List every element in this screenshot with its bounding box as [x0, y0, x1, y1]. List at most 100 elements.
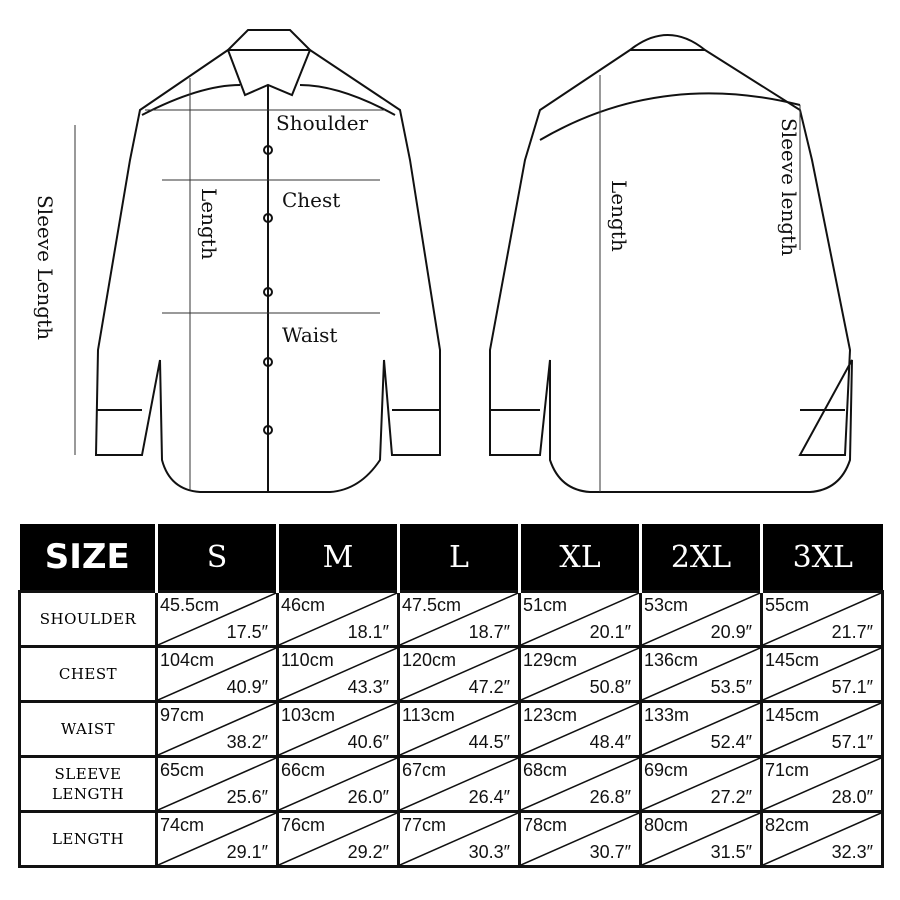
table-row: SLEEVE LENGTH 65cm 25.6″ 66cm 26.0″ 67cm… — [18, 755, 884, 813]
cm-value: 145cm — [765, 705, 820, 725]
measurement-cell: 145cm 57.1″ — [760, 645, 884, 703]
diagonal-divider — [521, 813, 639, 865]
inch-value: 25.6″ — [226, 787, 268, 807]
cm-value: 76cm — [281, 815, 326, 835]
diagonal-divider — [158, 703, 276, 755]
cm-value: 129cm — [523, 650, 578, 670]
size-l: L — [397, 524, 520, 592]
diagonal-divider — [521, 648, 639, 700]
measurement-cell: 67cm 26.4″ — [397, 755, 521, 813]
inch-value: 26.0″ — [347, 787, 389, 807]
inch-value: 30.3″ — [468, 842, 510, 862]
diagonal-divider — [642, 703, 760, 755]
table-row: WAIST 97cm 38.2″ 103cm 40.6″ 113cm 44.5″… — [18, 700, 884, 758]
diagonal-divider — [400, 648, 518, 700]
inch-value: 43.3″ — [347, 677, 389, 697]
cm-value: 97cm — [160, 705, 205, 725]
measurement-cell: 46cm 18.1″ — [276, 590, 400, 648]
diagonal-divider — [521, 593, 639, 645]
diagonal-divider — [279, 813, 397, 865]
diagonal-divider — [642, 648, 760, 700]
row-label: WAIST — [18, 700, 158, 758]
inch-value: 26.8″ — [589, 787, 631, 807]
cm-value: 123cm — [523, 705, 578, 725]
inch-value: 53.5″ — [710, 677, 752, 697]
diagonal-divider — [279, 758, 397, 810]
inch-value: 47.2″ — [468, 677, 510, 697]
inch-value: 48.4″ — [589, 732, 631, 752]
cm-value: 47.5cm — [402, 595, 462, 615]
measurement-cell: 66cm 26.0″ — [276, 755, 400, 813]
measurement-cell: 68cm 26.8″ — [518, 755, 642, 813]
row-label: CHEST — [18, 645, 158, 703]
size-s: S — [155, 524, 278, 592]
size-header: SIZE — [19, 524, 157, 592]
measurement-cell: 55cm 21.7″ — [760, 590, 884, 648]
shirt-diagram: Shoulder Chest Waist Length Sleeve Lengt… — [33, 29, 853, 493]
inch-value: 27.2″ — [710, 787, 752, 807]
cm-value: 77cm — [402, 815, 447, 835]
measurement-cell: 97cm 38.2″ — [155, 700, 279, 758]
measurement-cell: 76cm 29.2″ — [276, 810, 400, 868]
chest-label: Chest — [282, 188, 340, 212]
diagonal-divider — [642, 813, 760, 865]
cm-value: 69cm — [644, 760, 689, 780]
size-3xl: 3XL — [760, 524, 883, 592]
header-row: SIZE S M L XL 2XL 3XL — [19, 524, 883, 592]
measurement-cell: 80cm 31.5″ — [639, 810, 763, 868]
table-row: LENGTH 74cm 29.1″ 76cm 29.2″ 77cm 30.3″ … — [18, 810, 884, 868]
cm-value: 110cm — [281, 650, 334, 670]
measurement-cell: 120cm 47.2″ — [397, 645, 521, 703]
cm-value: 74cm — [160, 815, 205, 835]
cm-value: 145cm — [765, 650, 820, 670]
diagonal-divider — [400, 813, 518, 865]
cm-value: 51cm — [523, 595, 568, 615]
inch-value: 31.5″ — [710, 842, 752, 862]
diagonal-divider — [763, 703, 881, 755]
back-shirt-illustration — [489, 34, 853, 493]
cm-value: 104cm — [160, 650, 215, 670]
inch-value: 26.4″ — [468, 787, 510, 807]
inch-value: 40.6″ — [347, 732, 389, 752]
cm-value: 68cm — [523, 760, 568, 780]
cm-value: 71cm — [765, 760, 810, 780]
row-label: SLEEVE LENGTH — [18, 755, 158, 813]
measurement-cell: 113cm 44.5″ — [397, 700, 521, 758]
cm-value: 78cm — [523, 815, 568, 835]
diagonal-divider — [521, 758, 639, 810]
front-measure-lines — [74, 78, 385, 490]
inch-value: 20.1″ — [589, 622, 631, 642]
inch-value: 29.2″ — [347, 842, 389, 862]
diagonal-divider — [400, 593, 518, 645]
row-label: LENGTH — [18, 810, 158, 868]
inch-value: 52.4″ — [710, 732, 752, 752]
measurement-cell: 71cm 28.0″ — [760, 755, 884, 813]
cm-value: 136cm — [644, 650, 699, 670]
measurement-cell: 104cm 40.9″ — [155, 645, 279, 703]
cm-value: 53cm — [644, 595, 689, 615]
diagonal-divider — [763, 813, 881, 865]
front-length-label: Length — [197, 188, 221, 260]
cm-value: 113cm — [402, 705, 455, 725]
inch-value: 57.1″ — [831, 677, 873, 697]
inch-value: 32.3″ — [831, 842, 873, 862]
cm-value: 45.5cm — [160, 595, 220, 615]
front-shirt-illustration — [94, 29, 441, 493]
back-sleeve-length-label: Sleeve length — [777, 118, 801, 256]
diagonal-divider — [763, 593, 881, 645]
measurement-cell: 129cm 50.8″ — [518, 645, 642, 703]
cm-value: 133m — [644, 705, 690, 725]
size-m: M — [276, 524, 399, 592]
measurement-cell: 74cm 29.1″ — [155, 810, 279, 868]
measurement-cell: 82cm 32.3″ — [760, 810, 884, 868]
measurement-cell: 123cm 48.4″ — [518, 700, 642, 758]
diagonal-divider — [279, 648, 397, 700]
diagonal-divider — [763, 648, 881, 700]
cm-value: 103cm — [281, 705, 336, 725]
measurement-cell: 133m 52.4″ — [639, 700, 763, 758]
inch-value: 50.8″ — [589, 677, 631, 697]
cm-value: 46cm — [281, 595, 326, 615]
front-sleeve-length-label: Sleeve Length — [33, 195, 57, 340]
measurement-cell: 136cm 53.5″ — [639, 645, 763, 703]
inch-value: 30.7″ — [589, 842, 631, 862]
